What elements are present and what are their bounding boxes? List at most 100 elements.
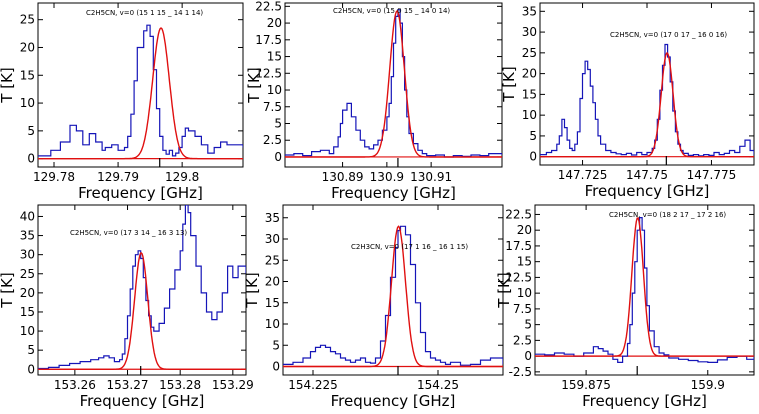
y-axis-label: T [K] xyxy=(243,272,261,308)
y-tick-label: 30 xyxy=(522,25,537,39)
x-tick-label: 159.875 xyxy=(561,378,611,392)
y-tick-label: 12.5 xyxy=(255,66,282,80)
observed-spectrum xyxy=(283,225,503,366)
y-tick-label: 25 xyxy=(20,267,35,281)
y-tick-label: 10 xyxy=(265,317,280,331)
y-tick-label: 35 xyxy=(265,211,280,225)
y-tick-label: 30 xyxy=(265,232,280,246)
y-tick-label: 20 xyxy=(267,16,282,30)
panel-title: C2H3CN, v=0 (17 1 16 _ 16 1 15) xyxy=(351,243,468,251)
y-tick-label: 25 xyxy=(265,253,280,267)
model-fit-curve xyxy=(535,217,754,357)
y-tick-label: 35 xyxy=(522,4,537,18)
model-fit-curve xyxy=(38,27,243,160)
panel-title: C2H5CN, v=0 (17 0 17 _ 16 0 16) xyxy=(610,31,727,39)
chart-panel-1: 0 5 10 15 20 25 129.78 129.79 129.8 C2H5CN, v=0 (… xyxy=(0,2,244,202)
y-axis-label: T [K] xyxy=(0,67,16,103)
chart-panel-6: -2.5 0 2.55 7.5 10 12.515 17.5 20 22.5 159.875 159… xyxy=(495,204,755,410)
y-tick-label: 20 xyxy=(522,67,537,81)
x-tick-label: 153.26 xyxy=(54,378,96,392)
x-tick-label: 153.27 xyxy=(107,378,149,392)
model-fit-curve xyxy=(540,52,754,158)
y-tick-label: 10 xyxy=(522,108,537,122)
y-tick-label: 0 xyxy=(27,152,35,166)
panel-title: C2H5CN, v=0 (18 2 17 _ 17 2 16) xyxy=(609,211,726,219)
x-axis-label: Frequency [GHz] xyxy=(80,392,205,410)
observed-spectrum xyxy=(540,43,754,157)
x-axis-label: Frequency [GHz] xyxy=(78,184,203,202)
y-tick-label: 25 xyxy=(522,46,537,60)
chart-panel-5: 0 5 10 15 20 25 30 35 154.225 154.25 C2H3CN, v=0 (… xyxy=(243,204,504,410)
x-tick-label: 129.8 xyxy=(165,170,199,184)
model-fit-curve xyxy=(283,225,503,368)
y-tick-label: 15 xyxy=(20,305,35,319)
y-tick-label: 40 xyxy=(20,209,35,223)
y-tick-label: 20 xyxy=(20,286,35,300)
x-tick-label: 153.28 xyxy=(159,378,201,392)
y-tick-label: 2.5 xyxy=(513,333,532,347)
x-tick-label: 154.225 xyxy=(288,378,338,392)
model-fit-curve xyxy=(285,9,502,158)
x-tick-label: 130.89 xyxy=(322,170,364,184)
panel-title: C2H5CN, v=0 (15 0 15 _ 14 0 14) xyxy=(333,7,450,15)
y-tick-label: 15 xyxy=(517,255,532,269)
x-tick-label: 130.9 xyxy=(370,170,404,184)
x-axis-label: Frequency [GHz] xyxy=(331,184,456,202)
y-tick-label: 20 xyxy=(265,275,280,289)
x-tick-label: 147.75 xyxy=(626,168,668,182)
observed-spectrum xyxy=(38,205,246,370)
y-axis-label: T [K] xyxy=(500,66,518,102)
y-tick-label: 25 xyxy=(20,13,35,27)
y-tick-label: 15 xyxy=(20,68,35,82)
x-axis-label: Frequency [GHz] xyxy=(582,392,707,410)
y-axis-label: T [K] xyxy=(0,272,16,308)
y-tick-label: 0 xyxy=(524,349,532,363)
y-tick-label: 7.5 xyxy=(263,100,282,114)
y-tick-label: 7.5 xyxy=(513,302,532,316)
y-tick-label: 0 xyxy=(27,362,35,376)
y-tick-label: 15 xyxy=(267,50,282,64)
y-tick-label: 15 xyxy=(522,87,537,101)
y-tick-label: 5 xyxy=(274,116,282,130)
x-tick-label: 130.91 xyxy=(410,170,452,184)
y-tick-label: 22.5 xyxy=(505,207,532,221)
plot-frame xyxy=(37,204,247,376)
y-tick-label: 0 xyxy=(274,150,282,164)
y-tick-label: 0 xyxy=(272,360,280,374)
y-tick-label: 2.5 xyxy=(263,133,282,147)
y-tick-label: -2.5 xyxy=(509,365,532,379)
y-tick-label: 15 xyxy=(265,296,280,310)
y-tick-label: 17.5 xyxy=(255,33,282,47)
chart-panel-4: 0 5 10 15 20 25 30 35 40 153.26 153.27 153.28 153.29… xyxy=(0,204,254,410)
x-tick-label: 154.25 xyxy=(417,378,459,392)
y-tick-label: 20 xyxy=(517,223,532,237)
chart-panel-2: 0 2.5 5 7.5 10 12.5 15 17.5 20 22.5 130.89 130.9 130… xyxy=(245,0,503,202)
x-tick-label: 129.79 xyxy=(97,170,139,184)
plot-frame xyxy=(37,2,244,168)
y-tick-label: 30 xyxy=(20,248,35,262)
y-tick-label: 5 xyxy=(272,338,280,352)
y-tick-label: 17.5 xyxy=(505,239,532,253)
y-tick-label: 10 xyxy=(20,96,35,110)
y-tick-label: 12.5 xyxy=(505,270,532,284)
plot-frame xyxy=(534,204,755,376)
observed-spectrum xyxy=(38,24,243,157)
y-axis-label: T [K] xyxy=(495,272,513,308)
y-tick-label: 5 xyxy=(529,129,537,143)
x-tick-label: 153.29 xyxy=(212,378,254,392)
x-tick-label: 159.9 xyxy=(691,378,725,392)
y-tick-label: 5 xyxy=(27,124,35,138)
plot-frame xyxy=(539,2,755,166)
y-tick-label: 5 xyxy=(524,318,532,332)
x-tick-label: 147.725 xyxy=(558,168,608,182)
x-tick-label: 129.78 xyxy=(33,170,75,184)
chart-panel-3: 0 5 10 15 20 25 30 35 147.725 147.75 147.775 C2H5CN… xyxy=(500,2,755,200)
y-tick-label: 20 xyxy=(20,40,35,54)
y-axis-label: T [K] xyxy=(245,67,263,103)
panel-title: C2H5CN, v=0 (17 3 14 _ 16 3 13) xyxy=(70,229,187,237)
y-tick-label: 10 xyxy=(267,83,282,97)
y-tick-label: 35 xyxy=(20,229,35,243)
y-tick-label: 10 xyxy=(20,324,35,338)
model-fit-curve xyxy=(38,251,246,370)
